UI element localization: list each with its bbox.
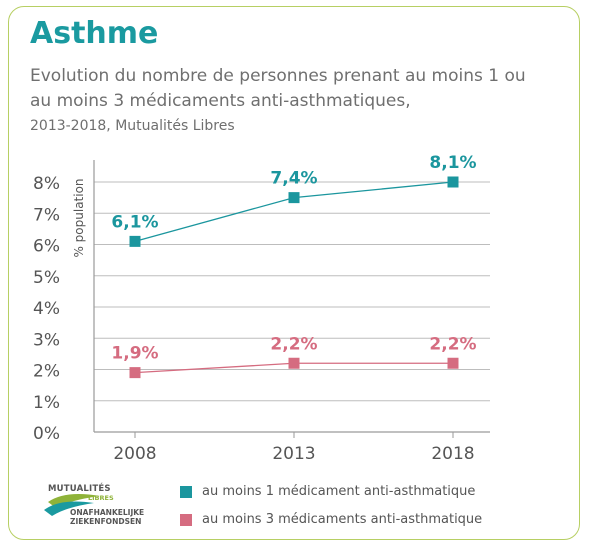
data-label-series-1: 6,1% [111,212,158,232]
data-label-series-1: 8,1% [429,153,476,173]
chart-subtitle: Evolution du nombre de personnes prenant… [30,66,526,111]
y-tick-label: 0% [33,424,60,444]
data-point-series-1 [129,235,141,247]
x-tick-label: 2008 [113,444,156,464]
chart-title: Asthme [30,16,159,51]
legend-swatch-series-1 [180,485,192,498]
logo-line-2: LIBRES [88,494,114,502]
y-tick-label: 7% [33,205,60,225]
legend-label-series-1: au moins 1 médicament anti-asthmatique [202,484,476,499]
y-tick-labels: 0% 1% 2% 3% 4% 5% 6% 7% 8% [33,174,60,444]
mutualites-libres-logo: MUTUALITÉS LIBRES ONAFHANKELIJKE ZIEKENF… [30,474,160,530]
y-tick-label: 6% [33,237,60,257]
y-tick-label: 3% [33,330,60,350]
legend-swatch-series-2 [180,513,192,526]
y-tick-label: 5% [33,268,60,288]
chart-source: 2013-2018, Mutualités Libres [30,118,235,134]
logo-line-1: MUTUALITÉS [48,484,111,494]
chart-card [8,6,580,540]
logo-line-3: ONAFHANKELIJKE [70,508,145,517]
data-label-series-2: 2,2% [429,334,476,354]
legend-item-series-1: au moins 1 médicament anti-asthmatique [180,484,475,499]
data-point-series-2 [288,357,300,369]
data-point-series-2 [129,367,141,379]
x-tick-label: 2013 [272,444,315,464]
data-label-series-2: 2,2% [270,334,317,354]
data-label-series-2: 1,9% [111,344,158,364]
logo-line-4: ZIEKENFONDSEN [70,517,142,526]
y-tick-label: 8% [33,174,60,194]
x-tick-labels: 2008 2013 2018 [113,444,474,464]
grid-lines [94,181,490,402]
axes [93,160,490,438]
data-point-series-1 [447,176,459,188]
data-point-series-1 [288,192,300,204]
y-tick-label: 1% [33,393,60,413]
x-tick-label: 2018 [431,444,474,464]
logo-mark [44,494,100,516]
series-group: 6,1% 7,4% 8,1% 1,9% 2,2% 2,2% [111,153,477,379]
y-tick-label: 2% [33,362,60,382]
series-line-1 [134,181,454,243]
data-point-series-2 [447,357,459,369]
legend-label-series-2: au moins 3 médicaments anti-asthmatique [202,512,483,527]
legend-item-series-2: au moins 3 médicaments anti-asthmatique [180,512,482,527]
y-axis-label: % population [72,178,86,257]
data-label-series-1: 7,4% [270,169,317,189]
y-tick-label: 4% [33,299,60,319]
